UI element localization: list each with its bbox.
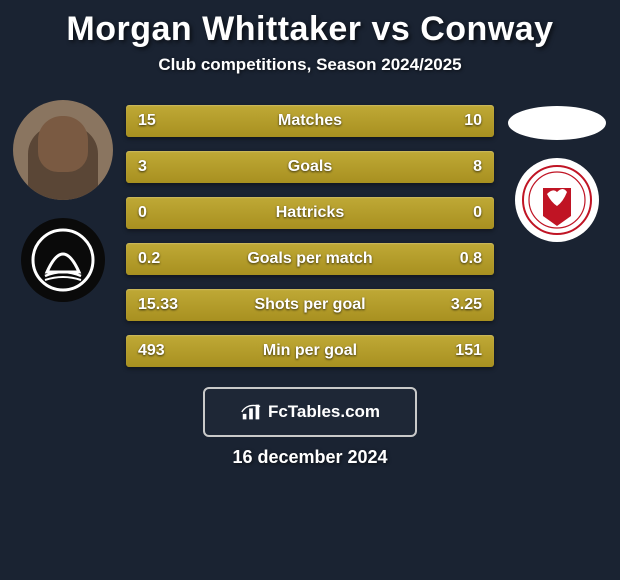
left-column: [8, 95, 118, 302]
stat-right-value: 8: [434, 158, 482, 176]
subtitle: Club competitions, Season 2024/2025: [8, 55, 612, 75]
middlesbrough-icon: [521, 164, 593, 236]
chart-icon: [240, 401, 262, 423]
stat-bar-goals: 3 Goals 8: [126, 151, 494, 183]
stat-right-value: 151: [434, 342, 482, 360]
stat-right-value: 0: [434, 204, 482, 222]
player-right-avatar-placeholder: [508, 106, 606, 140]
club-badge-middlesbrough: [515, 158, 599, 242]
footer-brand-text: FcTables.com: [268, 402, 380, 422]
stat-bar-min-per-goal: 493 Min per goal 151: [126, 335, 494, 367]
stat-bar-shots-per-goal: 15.33 Shots per goal 3.25: [126, 289, 494, 321]
stat-bar-goals-per-match: 0.2 Goals per match 0.8: [126, 243, 494, 275]
date-text: 16 december 2024: [8, 447, 612, 468]
page-title: Morgan Whittaker vs Conway: [8, 10, 612, 49]
footer-brand-badge[interactable]: FcTables.com: [203, 387, 417, 437]
main-row: 15 Matches 10 3 Goals 8 0 Hattricks 0 0.…: [8, 95, 612, 367]
right-column: [502, 95, 612, 242]
comparison-card: Morgan Whittaker vs Conway Club competit…: [0, 0, 620, 478]
plymouth-icon: [31, 228, 95, 292]
stat-right-value: 0.8: [434, 250, 482, 268]
stats-bars: 15 Matches 10 3 Goals 8 0 Hattricks 0 0.…: [126, 95, 494, 367]
player-left-avatar: [13, 100, 113, 200]
stat-bar-hattricks: 0 Hattricks 0: [126, 197, 494, 229]
club-badge-plymouth: [21, 218, 105, 302]
stat-right-value: 3.25: [434, 296, 482, 314]
stat-bar-matches: 15 Matches 10: [126, 105, 494, 137]
stat-right-value: 10: [434, 112, 482, 130]
